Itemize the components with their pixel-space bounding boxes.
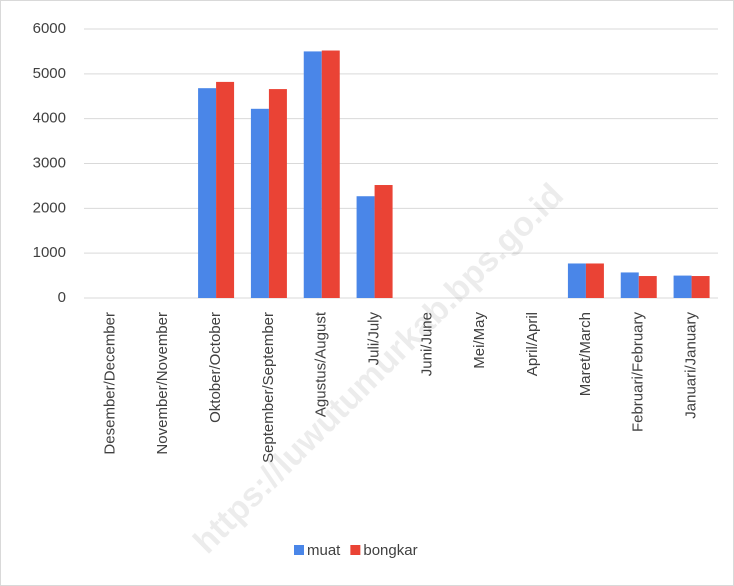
y-tick-label: 5000 [33,65,66,82]
x-tick-label: September/September [260,312,277,463]
bar [198,88,217,299]
legend-swatch [350,545,361,555]
bar [356,196,375,298]
x-tick-label: Desember/December [101,312,118,455]
bar [303,51,322,298]
bar [585,263,604,298]
bar [268,89,287,299]
y-tick-label: 1000 [33,244,66,261]
x-tick-label: April/April [524,312,541,376]
x-tick-label: Agustus/August [313,311,330,417]
x-tick-label: Juli/July [366,312,383,366]
bar [321,50,340,298]
x-tick-label: Juni/June [418,312,435,376]
x-tick-label: Maret/March [577,312,594,396]
y-tick-label: 6000 [33,20,66,37]
bar [216,81,235,298]
bar [673,275,692,298]
x-tick-label: Mei/May [471,312,488,369]
bar [250,108,269,298]
x-tick-label: November/November [154,312,171,455]
x-tick-label: Februari/February [630,312,647,433]
bar [691,276,710,298]
bar [620,272,639,298]
bar [638,276,657,298]
legend-swatch [294,545,304,555]
y-tick-label: 0 [58,289,66,306]
bar [374,185,393,298]
bar [567,263,586,298]
y-tick-label: 3000 [33,154,66,171]
x-tick-label: Januari/January [683,312,700,419]
x-tick-label: Oktober/October [207,312,224,423]
y-tick-label: 2000 [33,199,66,216]
legend-label: bongkar [363,542,417,559]
y-tick-label: 4000 [33,110,66,127]
legend-label: muat [307,542,341,559]
